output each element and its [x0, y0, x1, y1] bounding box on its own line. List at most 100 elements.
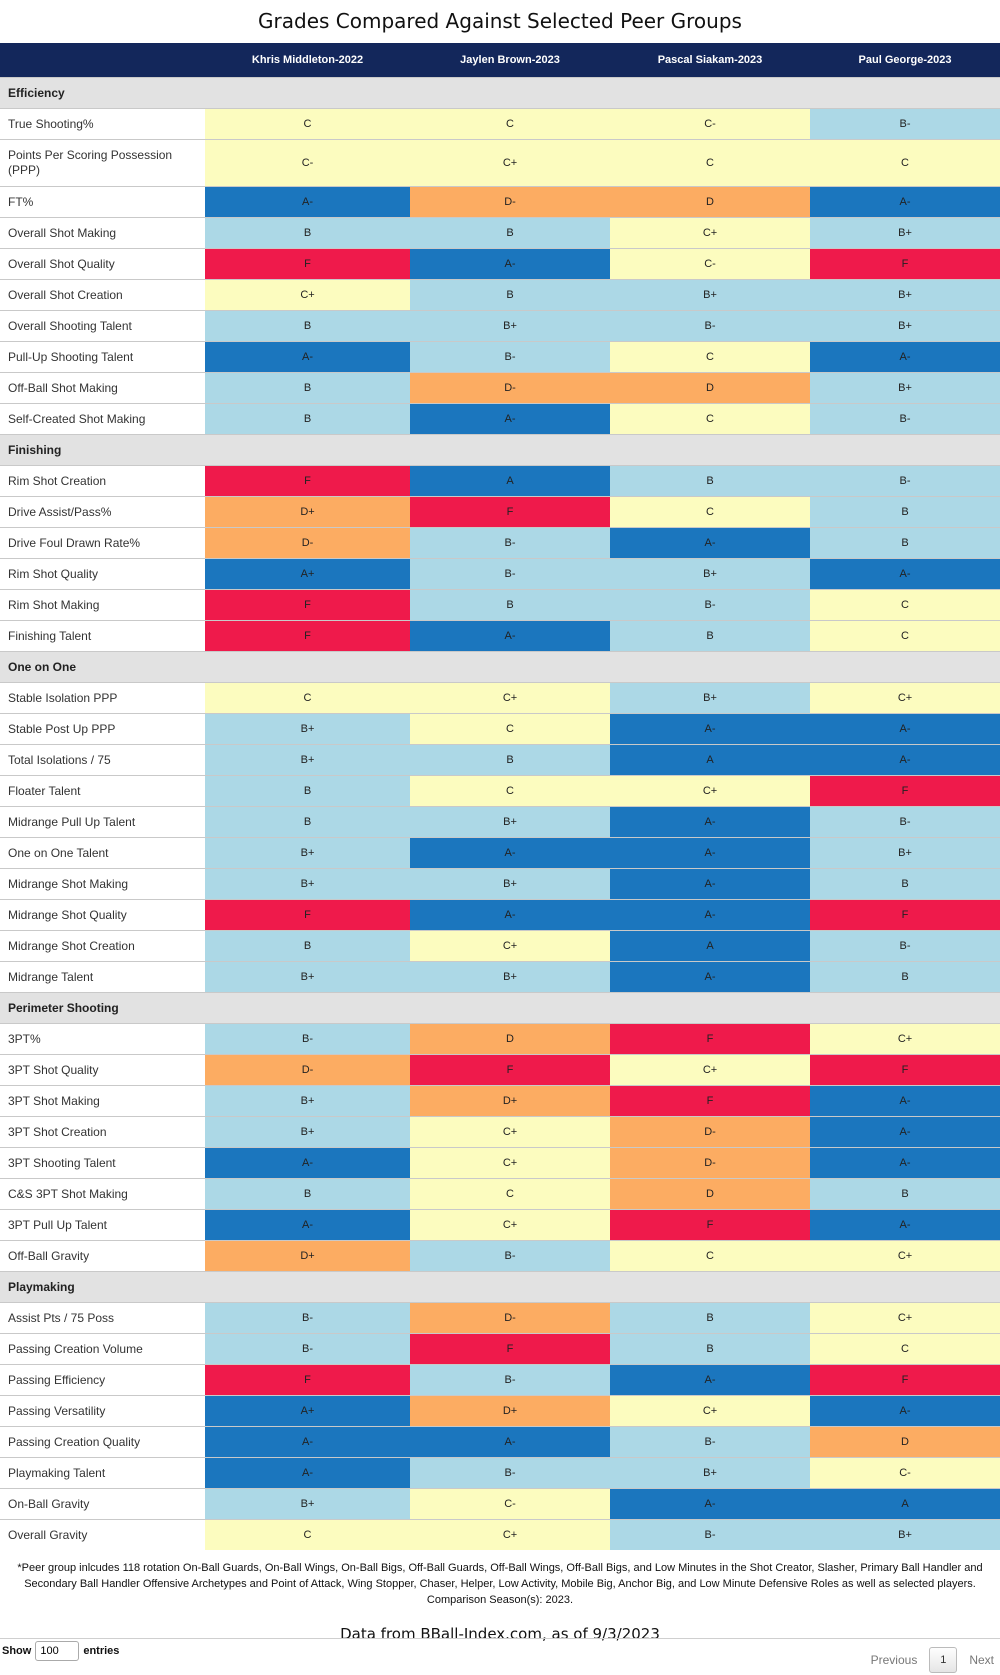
grade-cell: C	[410, 713, 610, 745]
grade-cell: B+	[205, 837, 410, 869]
grade-cell: F	[610, 1209, 810, 1241]
grade-cell: A-	[205, 1209, 410, 1241]
metric-label: Off-Ball Shot Making	[0, 372, 205, 404]
table-row: Floater Talent B C C+ F	[0, 775, 1000, 807]
metric-label: 3PT Shot Making	[0, 1085, 205, 1117]
grade-cell: B-	[410, 527, 610, 559]
grade-cell: C-	[810, 1457, 1000, 1489]
grade-cell: F	[810, 775, 1000, 807]
table-row: Points Per Scoring Possession (PPP) C- C+ C…	[0, 139, 1000, 187]
grade-cell: A	[610, 930, 810, 962]
table-row: Pull-Up Shooting Talent A- B- C A-	[0, 341, 1000, 373]
table-row: Overall Shot Quality F A- C- F	[0, 248, 1000, 280]
grade-cell: F	[205, 899, 410, 931]
metric-label: On-Ball Gravity	[0, 1488, 205, 1520]
grade-cell: C+	[610, 1054, 810, 1086]
grade-cell: B-	[410, 1457, 610, 1489]
metric-label: Overall Shooting Talent	[0, 310, 205, 342]
metric-label: Drive Assist/Pass%	[0, 496, 205, 528]
grade-cell: B-	[205, 1302, 410, 1334]
section-row: Perimeter Shooting	[0, 992, 1000, 1024]
grade-cell: F	[810, 248, 1000, 280]
grade-cell: C+	[610, 1395, 810, 1427]
grade-cell: C+	[410, 139, 610, 187]
grade-cell: D-	[205, 527, 410, 559]
grade-cell: B-	[205, 1023, 410, 1055]
metric-label: Passing Versatility	[0, 1395, 205, 1427]
grade-cell: D-	[410, 372, 610, 404]
grade-cell: C+	[410, 1519, 610, 1550]
grade-cell: B+	[610, 682, 810, 714]
column-header-player[interactable]: Jaylen Brown-2023	[410, 43, 610, 78]
grade-cell: B+	[205, 1488, 410, 1520]
grade-cell: C+	[410, 682, 610, 714]
metric-label: 3PT Shooting Talent	[0, 1147, 205, 1179]
section-row: Finishing	[0, 434, 1000, 466]
table-row: True Shooting% C C C- B-	[0, 108, 1000, 140]
grade-cell: C-	[610, 248, 810, 280]
metric-label: Passing Creation Quality	[0, 1426, 205, 1458]
table-row: Overall Shot Creation C+ B B+ B+	[0, 279, 1000, 311]
metric-label: 3PT Shot Creation	[0, 1116, 205, 1148]
grade-cell: B	[810, 961, 1000, 993]
pagination: Previous 1 Next	[871, 1647, 994, 1673]
grade-cell: B	[205, 310, 410, 342]
grade-cell: D	[810, 1426, 1000, 1458]
grade-cell: A	[810, 1488, 1000, 1520]
grade-cell: B+	[810, 217, 1000, 249]
section-row: One on One	[0, 651, 1000, 683]
entries-per-page-select[interactable]	[35, 1641, 80, 1661]
metric-label: FT%	[0, 186, 205, 218]
grade-cell: A-	[205, 1426, 410, 1458]
grade-cell: C+	[810, 682, 1000, 714]
section-row: Playmaking	[0, 1271, 1000, 1303]
grade-cell: C+	[410, 1116, 610, 1148]
section-title: Finishing	[0, 434, 1000, 466]
grade-cell: B-	[410, 558, 610, 590]
metric-label: C&S 3PT Shot Making	[0, 1178, 205, 1210]
metric-label: Stable Post Up PPP	[0, 713, 205, 745]
grade-cell: B+	[205, 868, 410, 900]
metric-label: Rim Shot Creation	[0, 465, 205, 497]
grade-cell: B-	[810, 403, 1000, 435]
grade-cell: B-	[610, 589, 810, 621]
table-row: Midrange Talent B+ B+ A- B	[0, 961, 1000, 993]
grade-cell: A-	[205, 186, 410, 218]
page-1-button[interactable]: 1	[929, 1647, 958, 1673]
section-title: Efficiency	[0, 77, 1000, 109]
grade-cell: B	[810, 527, 1000, 559]
previous-page-button[interactable]: Previous	[870, 1653, 918, 1667]
grade-cell: A-	[410, 248, 610, 280]
grade-cell: D-	[610, 1147, 810, 1179]
grade-cell: D+	[410, 1395, 610, 1427]
grade-cell: D	[610, 1178, 810, 1210]
metric-label: 3PT Shot Quality	[0, 1054, 205, 1086]
grade-cell: A-	[610, 961, 810, 993]
page-title: Grades Compared Against Selected Peer Gr…	[258, 9, 742, 33]
metric-label: Floater Talent	[0, 775, 205, 807]
table-row: Assist Pts / 75 Poss B- D- B C+	[0, 1302, 1000, 1334]
grade-cell: B-	[810, 806, 1000, 838]
table-row: Passing Efficiency F B- A- F	[0, 1364, 1000, 1396]
grade-cell: B	[810, 496, 1000, 528]
table-row: 3PT Shot Quality D- F C+ F	[0, 1054, 1000, 1086]
grade-cell: C	[810, 589, 1000, 621]
column-header-label[interactable]	[0, 43, 205, 78]
grade-cell: B	[205, 403, 410, 435]
column-header-player[interactable]: Paul George-2023	[810, 43, 1000, 78]
column-header-player[interactable]: Khris Middleton-2022	[205, 43, 410, 78]
table-row: Playmaking Talent A- B- B+ C-	[0, 1457, 1000, 1489]
metric-label: Overall Shot Creation	[0, 279, 205, 311]
next-page-button[interactable]: Next	[969, 1653, 994, 1667]
grade-cell: B+	[410, 961, 610, 993]
table-row: Rim Shot Making F B B- C	[0, 589, 1000, 621]
grade-cell: B	[205, 1178, 410, 1210]
grade-cell: B	[810, 868, 1000, 900]
grade-cell: C+	[810, 1023, 1000, 1055]
grade-cell: A+	[205, 558, 410, 590]
table-row: FT% A- D- D A-	[0, 186, 1000, 218]
column-header-player[interactable]: Pascal Siakam-2023	[610, 43, 810, 78]
grade-cell: A-	[410, 620, 610, 652]
table-row: C&S 3PT Shot Making B C D B	[0, 1178, 1000, 1210]
grade-cell: A-	[810, 1395, 1000, 1427]
